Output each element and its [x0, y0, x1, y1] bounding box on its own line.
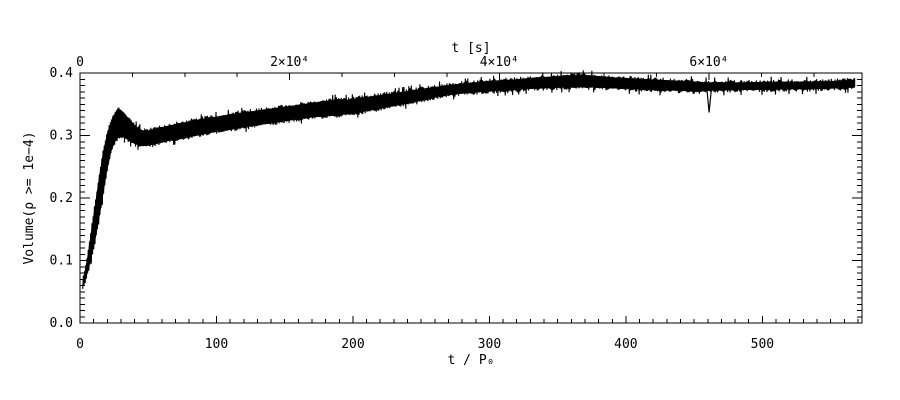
y-tick-label: 0.4 — [50, 66, 74, 81]
top-tick-label: 2×10⁴ — [270, 55, 309, 70]
downward-spike — [706, 90, 712, 113]
top-tick-label: 4×10⁴ — [480, 55, 519, 70]
axes-layer: 0 100 200 300 400 500 0 2×10⁴ 4×10⁴ 6×10⁴ 0.0 0.1 0.… — [50, 55, 863, 352]
y-tick-label: 0.1 — [50, 254, 73, 269]
curve-layer — [82, 70, 856, 289]
x-tick-label: 200 — [341, 337, 364, 352]
top-tick-label: 0 — [76, 55, 84, 70]
y-tick-label: 0.3 — [50, 129, 73, 144]
x-tick-label: 100 — [205, 337, 228, 352]
top-axis-title: t [s] — [451, 41, 490, 56]
volume-band-fill — [82, 74, 856, 288]
y-tick-label: 0.2 — [50, 191, 73, 206]
x-tick-label: 400 — [614, 337, 637, 352]
volume-band-oscillation — [82, 70, 856, 289]
y-tick-label: 0.0 — [50, 316, 73, 331]
x-tick-label: 500 — [751, 337, 774, 352]
x-tick-label: 0 — [76, 337, 84, 352]
top-tick-label: 6×10⁴ — [689, 55, 728, 70]
x-axis-title: t / P₀ — [448, 353, 495, 368]
plot-frame — [79, 72, 863, 324]
y-axis-title: Volume(ρ >= 1e−4) — [22, 131, 37, 264]
x-tick-label: 300 — [478, 337, 501, 352]
